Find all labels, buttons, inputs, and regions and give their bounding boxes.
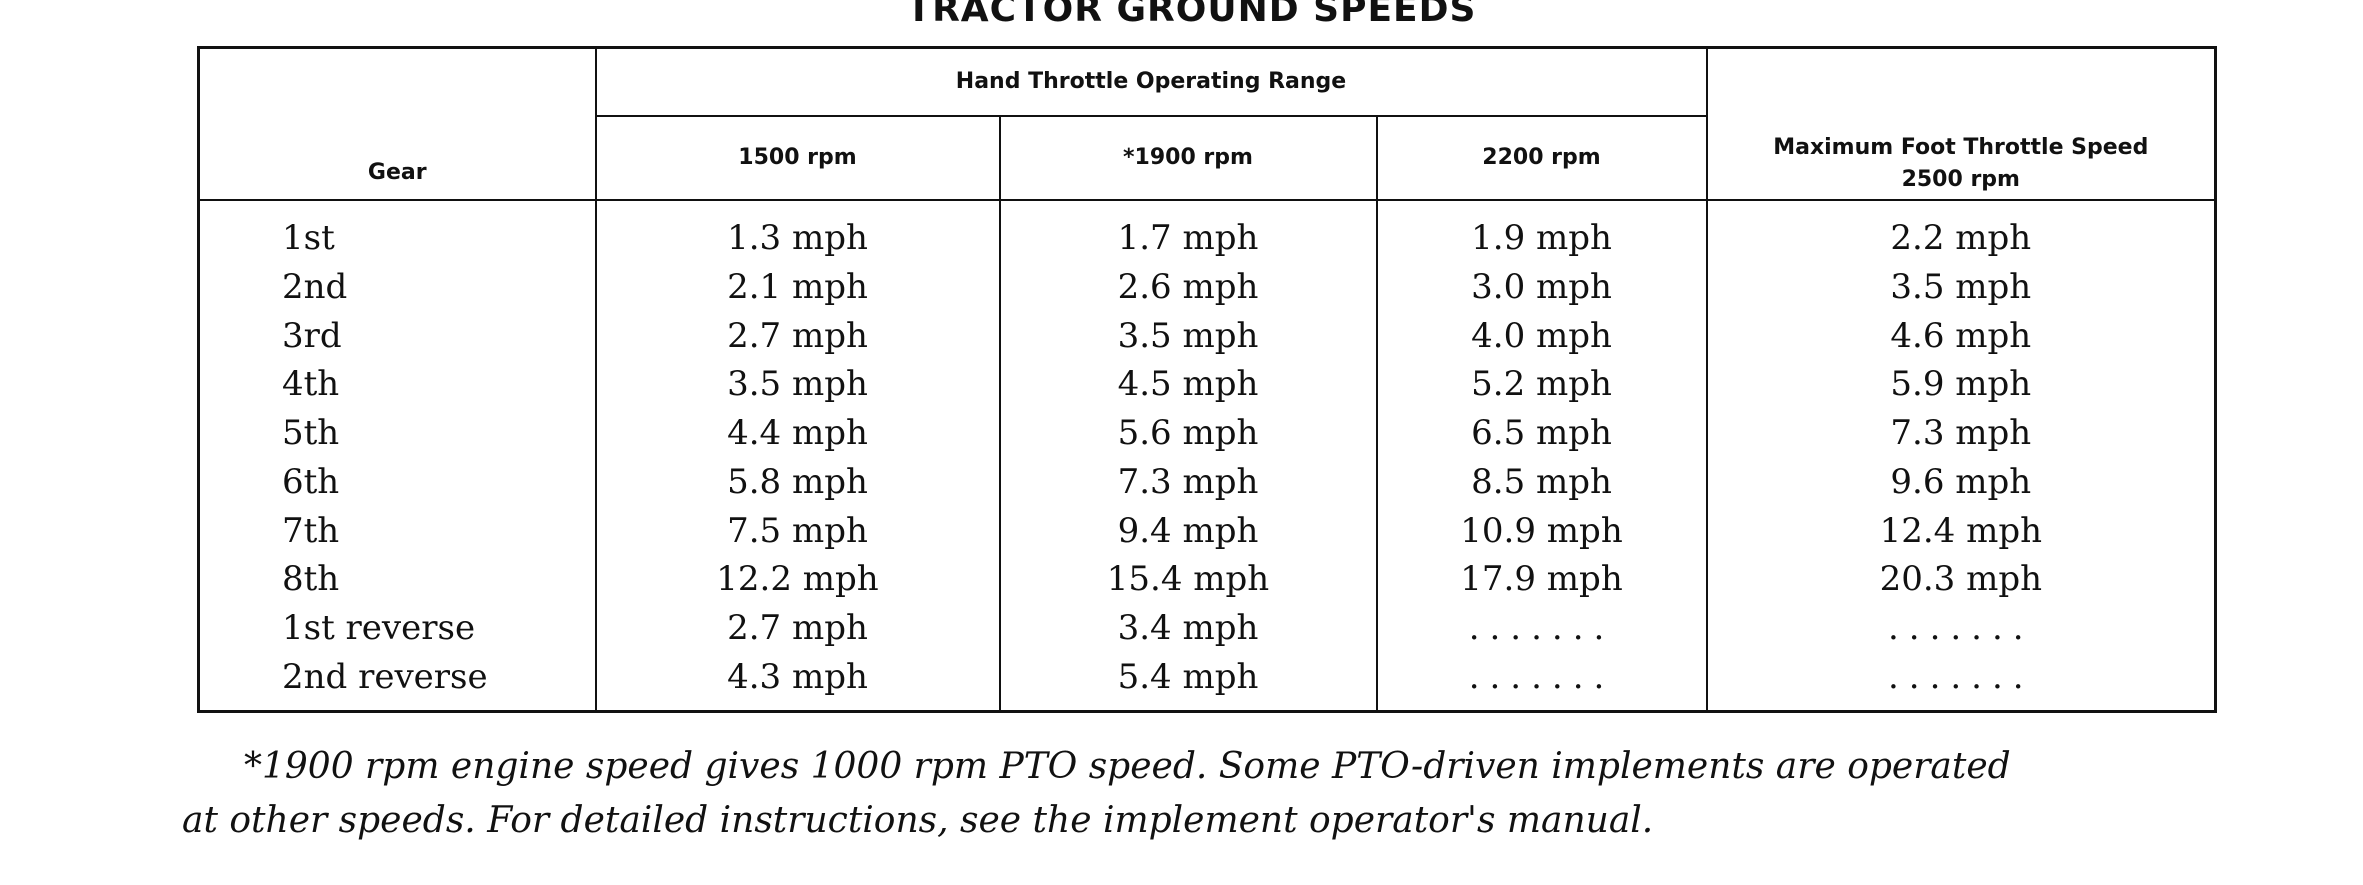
speed-2500-cell: 2.2 mph: [1705, 200, 2217, 263]
speed-1900-cell: 15.4 mph: [998, 555, 1378, 604]
gear-cell: 3rd: [197, 311, 597, 361]
ground-speed-table: Gear Hand Throttle Operating Range Maxim…: [197, 46, 2218, 713]
gear-column-header: Gear: [197, 46, 597, 201]
table-row: 4th 3.5 mph 4.5 mph 5.2 mph 5.9 mph: [197, 360, 2217, 409]
table-row: 1st reverse 2.7 mph 3.4 mph..............: [197, 603, 2217, 653]
speed-1900-cell: 2.6 mph: [998, 262, 1378, 312]
speed-1900-cell: 3.5 mph: [998, 311, 1378, 361]
table-row: 2nd reverse 4.3 mph 5.4 mph..............: [197, 652, 2217, 712]
max-foot-throttle-label: Maximum Foot Throttle Speed: [1773, 135, 2149, 160]
table-row: 7th 7.5 mph 9.4 mph 10.9 mph 12.4 mph: [197, 506, 2217, 556]
speed-2500-cell: .......: [1705, 652, 2217, 712]
table-row: 6th 5.8 mph 7.3 mph 8.5 mph 9.6 mph: [197, 457, 2217, 507]
footnote-line-2: at other speeds. For detailed instructio…: [182, 800, 1654, 841]
max-foot-throttle-rpm: 2500 rpm: [1901, 167, 2020, 192]
speed-2500-cell: 3.5 mph: [1705, 262, 2217, 312]
speed-2200-cell: 17.9 mph: [1375, 555, 1708, 604]
speed-1500-cell: 12.2 mph: [594, 555, 1001, 604]
speed-1500-cell: 1.3 mph: [594, 200, 1001, 263]
speed-1500-cell: 4.4 mph: [594, 408, 1001, 458]
rpm-1500-header: 1500 rpm: [594, 115, 1001, 201]
speed-2200-cell: 6.5 mph: [1375, 408, 1708, 458]
speed-1900-cell: 9.4 mph: [998, 506, 1378, 556]
footnote: *1900 rpm engine speed gives 1000 rpm PT…: [182, 740, 2232, 848]
gear-cell: 1st reverse: [197, 603, 597, 653]
speed-1500-cell: 3.5 mph: [594, 360, 1001, 409]
speed-2500-cell: 7.3 mph: [1705, 408, 2217, 458]
speed-2200-cell: 3.0 mph: [1375, 262, 1708, 312]
table-row: 1st 1.3 mph 1.7 mph 1.9 mph 2.2 mph: [197, 200, 2217, 263]
rpm-2200-header: 2200 rpm: [1375, 115, 1708, 201]
speed-1500-cell: 7.5 mph: [594, 506, 1001, 556]
speed-2500-cell: 9.6 mph: [1705, 457, 2217, 507]
speed-2200-cell: 5.2 mph: [1375, 360, 1708, 409]
speed-2500-cell: 20.3 mph: [1705, 555, 2217, 604]
speed-1500-cell: 2.7 mph: [594, 311, 1001, 361]
gear-cell: 7th: [197, 506, 597, 556]
table-row: 5th 4.4 mph 5.6 mph 6.5 mph 7.3 mph: [197, 408, 2217, 458]
max-foot-throttle-header: Maximum Foot Throttle Speed 2500 rpm: [1705, 46, 2217, 201]
table-body: 1st 1.3 mph 1.7 mph 1.9 mph 2.2 mph 2nd 2.1 mp…: [197, 200, 2217, 712]
page-title: TRACTOR GROUND SPEEDS: [906, 0, 1477, 30]
speed-2200-cell: 1.9 mph: [1375, 200, 1708, 263]
gear-cell: 1st: [197, 200, 597, 263]
speed-1900-cell: 5.4 mph: [998, 652, 1378, 712]
speed-1900-cell: 5.6 mph: [998, 408, 1378, 458]
speed-1900-cell: 7.3 mph: [998, 457, 1378, 507]
table-row: 3rd 2.7 mph 3.5 mph 4.0 mph 4.6 mph: [197, 311, 2217, 361]
speed-1900-cell: 3.4 mph: [998, 603, 1378, 653]
speed-2200-cell: 8.5 mph: [1375, 457, 1708, 507]
speed-2200-cell: .......: [1375, 603, 1708, 653]
footnote-line-1: *1900 rpm engine speed gives 1000 rpm PT…: [244, 746, 2011, 787]
speed-2500-cell: 4.6 mph: [1705, 311, 2217, 361]
speed-2200-cell: 4.0 mph: [1375, 311, 1708, 361]
speed-1500-cell: 4.3 mph: [594, 652, 1001, 712]
speed-2500-cell: 5.9 mph: [1705, 360, 2217, 409]
gear-cell: 2nd reverse: [197, 652, 597, 712]
speed-1500-cell: 2.7 mph: [594, 603, 1001, 653]
hand-throttle-range-header: Hand Throttle Operating Range: [594, 46, 1708, 117]
gear-cell: 5th: [197, 408, 597, 458]
speed-1900-cell: 4.5 mph: [998, 360, 1378, 409]
speed-2500-cell: .......: [1705, 603, 2217, 653]
rpm-1900-header: *1900 rpm: [998, 115, 1378, 201]
gear-cell: 6th: [197, 457, 597, 507]
speed-1900-cell: 1.7 mph: [998, 200, 1378, 263]
table-row: 8th 12.2 mph 15.4 mph 17.9 mph 20.3 mph: [197, 555, 2217, 604]
gear-cell: 4th: [197, 360, 597, 409]
speed-2200-cell: 10.9 mph: [1375, 506, 1708, 556]
gear-cell: 2nd: [197, 262, 597, 312]
speed-2200-cell: .......: [1375, 652, 1708, 712]
table-row: 2nd 2.1 mph 2.6 mph 3.0 mph 3.5 mph: [197, 262, 2217, 312]
speed-1500-cell: 5.8 mph: [594, 457, 1001, 507]
speed-2500-cell: 12.4 mph: [1705, 506, 2217, 556]
speed-1500-cell: 2.1 mph: [594, 262, 1001, 312]
gear-cell: 8th: [197, 555, 597, 604]
